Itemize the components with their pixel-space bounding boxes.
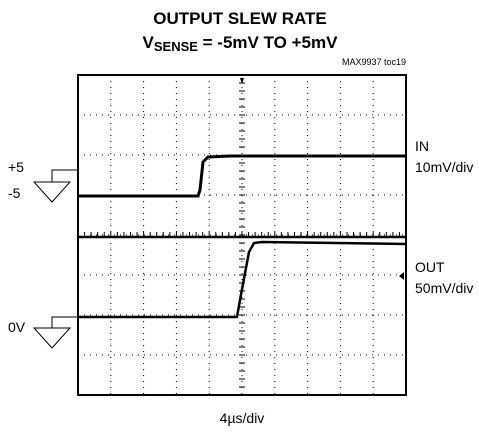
subtitle-prefix: V (143, 33, 155, 52)
time-scale: 4µs/div (220, 410, 265, 426)
out-scale: 50mV/div (415, 280, 473, 296)
in-name: IN (415, 138, 429, 154)
figure-id: MAX9937 toc19 (342, 57, 406, 67)
subtitle: VSENSE = -5mV TO +5mV (143, 33, 339, 54)
out-name: OUT (415, 259, 445, 275)
out-zero-label: 0V (8, 319, 26, 335)
in-high-label: +5 (8, 159, 24, 175)
in-low-label: -5 (8, 185, 21, 201)
subtitle-suffix: = -5mV TO +5mV (198, 33, 338, 52)
out-trace (78, 240, 407, 319)
screen-frame (77, 74, 407, 396)
trigger-level-marker (399, 272, 404, 280)
title: OUTPUT SLEW RATE (153, 9, 326, 28)
trigger-marker (240, 78, 244, 84)
subtitle-subscript: SENSE (154, 39, 198, 54)
screen-grid (77, 74, 407, 396)
out-ground-symbol (32, 327, 72, 349)
in-ground-symbol (32, 181, 72, 203)
in-trace (78, 154, 406, 198)
out-ground-lead (51, 316, 78, 328)
in-scale: 10mV/div (415, 159, 473, 175)
in-ground-lead (51, 169, 78, 182)
